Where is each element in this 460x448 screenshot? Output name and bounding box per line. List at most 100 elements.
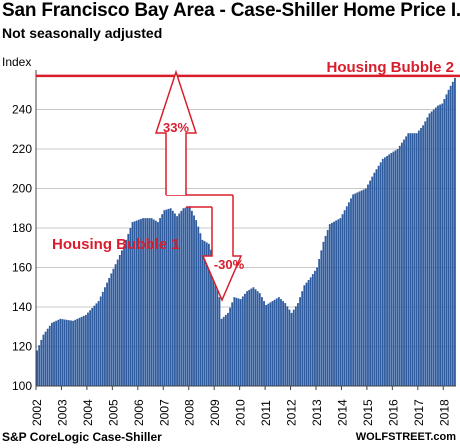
- x-tick-label: 2003: [55, 399, 69, 426]
- bar: [53, 321, 55, 386]
- bar: [294, 306, 297, 386]
- bar: [303, 285, 306, 386]
- bar: [248, 289, 251, 386]
- chart-title: San Francisco Bay Area - Case-Shiller Ho…: [2, 0, 460, 21]
- bar: [252, 287, 255, 386]
- bar: [409, 133, 412, 386]
- bar: [388, 154, 391, 386]
- bar: [420, 127, 422, 386]
- bar: [61, 319, 64, 386]
- bar: [394, 150, 397, 386]
- bar: [199, 233, 202, 386]
- reference-line-label: Housing Bubble 2: [327, 59, 455, 76]
- bar: [159, 218, 162, 386]
- bar: [220, 318, 223, 386]
- bar: [396, 149, 399, 386]
- bar: [97, 301, 100, 386]
- bar: [44, 331, 47, 386]
- bar: [125, 239, 128, 386]
- bar: [46, 328, 49, 386]
- bar: [244, 293, 246, 386]
- bar: [307, 280, 310, 386]
- bar: [256, 291, 259, 386]
- bar: [63, 319, 66, 386]
- bar: [129, 228, 132, 386]
- bar: [241, 296, 244, 386]
- chart-subtitle: Not seasonally adjusted: [2, 25, 163, 41]
- bar: [142, 218, 145, 386]
- bar: [233, 297, 236, 386]
- y-tick-label: 200: [12, 182, 32, 196]
- bar: [99, 296, 102, 386]
- x-tick-label: 2008: [183, 399, 197, 426]
- bar: [381, 158, 384, 386]
- y-tick-label: 160: [12, 261, 32, 275]
- bar: [186, 206, 189, 386]
- up-arrow: [154, 69, 198, 195]
- bar: [237, 298, 240, 386]
- bar: [417, 130, 420, 386]
- bar: [254, 289, 257, 386]
- bar: [133, 221, 136, 386]
- x-tick-label: 2015: [361, 399, 375, 426]
- bar: [318, 258, 321, 386]
- bar: [76, 318, 79, 386]
- bar: [360, 190, 363, 386]
- bar: [432, 109, 435, 386]
- bar: [227, 312, 229, 386]
- bar: [216, 279, 219, 386]
- bar: [269, 302, 272, 386]
- bar: [326, 229, 329, 386]
- bar: [373, 172, 376, 386]
- bar: [324, 235, 327, 386]
- bar: [157, 222, 159, 386]
- y-axis-label: Index: [2, 55, 31, 69]
- bar: [275, 298, 278, 386]
- bar: [330, 222, 333, 386]
- bar: [55, 320, 58, 386]
- bar: [116, 259, 119, 386]
- bar: [239, 299, 242, 386]
- bar: [222, 316, 225, 386]
- bar: [140, 218, 142, 386]
- y-tick-label: 220: [12, 142, 32, 156]
- bar: [267, 303, 270, 386]
- x-tick-label: 2018: [437, 399, 451, 426]
- bar: [72, 320, 75, 386]
- bar: [390, 152, 393, 386]
- bar: [434, 107, 437, 387]
- bar: [309, 277, 312, 386]
- bar: [188, 206, 191, 386]
- x-tick-label: 2013: [310, 399, 324, 426]
- bar: [454, 77, 456, 387]
- bar: [78, 317, 81, 386]
- annotation-up-percent: 33%: [163, 120, 189, 135]
- y-tick-labels: 100 120 140 160 180 200 220 240 Index: [2, 55, 32, 393]
- bar: [271, 301, 274, 386]
- bar: [430, 111, 433, 386]
- bar: [292, 309, 295, 386]
- x-tick-label: 2009: [208, 399, 222, 426]
- bar: [449, 85, 452, 387]
- bar: [89, 310, 92, 386]
- bars: [36, 77, 456, 387]
- bar: [161, 214, 164, 386]
- source-label: S&P CoreLogic Case-Shiller: [2, 430, 162, 444]
- bar: [305, 282, 308, 386]
- bar: [224, 314, 227, 386]
- bar: [82, 315, 85, 386]
- bar: [424, 121, 427, 386]
- bar: [379, 162, 382, 386]
- bar: [290, 312, 293, 386]
- bar: [371, 176, 374, 386]
- bar: [210, 249, 212, 386]
- bar: [154, 220, 157, 386]
- bar: [299, 297, 302, 386]
- bar: [212, 255, 215, 386]
- bar: [36, 350, 38, 386]
- annotations: Housing Bubble 2 Housing Bubble 1 33% -30%: [36, 59, 460, 302]
- bar: [137, 219, 140, 386]
- x-tick-label: 2010: [234, 399, 248, 426]
- bar: [42, 334, 45, 386]
